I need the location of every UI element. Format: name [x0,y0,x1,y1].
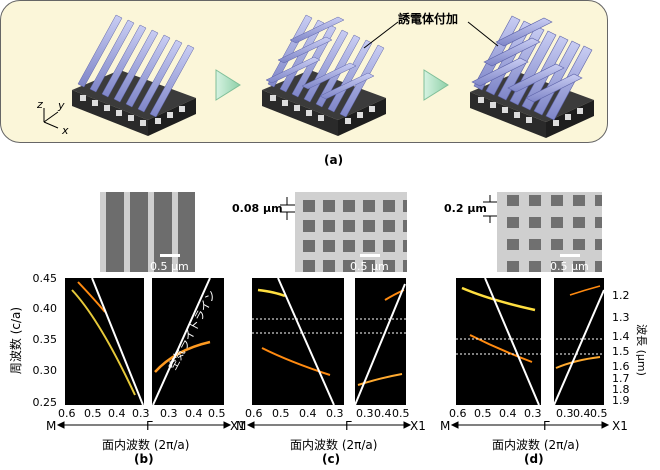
xtick-c-left-3: 0.3 [326,407,344,420]
label-d: (d) [524,452,544,466]
structure-2 [262,14,386,136]
ytick-left-1: 0.40 [32,302,58,315]
ytick-right-0: 1.2 [612,289,630,302]
x-label-M-b: M [46,419,57,433]
label-c: (c) [322,452,341,466]
xtick-d-right-2: 0.5 [590,407,608,420]
x-axis-label-c: 面内波数 (2π/a) [290,438,378,452]
xtick-d-left-3: 0.3 [524,407,542,420]
ytick-left-3: 0.30 [32,364,58,377]
plot-c [252,277,406,406]
structure-1 [72,14,196,136]
ytick-left-4: 0.25 [32,396,58,409]
xtick-c-right-0: 0.3 [356,407,374,420]
annotation-leader-2 [467,21,499,47]
ytick-left-0: 0.45 [32,272,58,285]
scale-bar-line-b [160,254,180,257]
thickness-label-c: 0.08 μm [232,202,283,215]
plot-d [456,277,605,406]
ytick-right-6: 1.8 [612,383,630,396]
scale-bar-line-d [560,254,580,257]
y-axis-right-label: 波長 (μm) [634,324,648,376]
xtick-d-left-1: 0.5 [474,407,492,420]
plot-b [65,277,224,406]
xtick-d-right-0: 0.3 [556,407,574,420]
axis-y-label: y [58,99,65,112]
xtick-c-left-2: 0.4 [299,407,317,420]
ytick-right-4: 1.6 [612,360,630,373]
arrow-2 [423,69,449,101]
x-label-X1-d: X1 [612,419,628,433]
xtick-d-left-2: 0.4 [499,407,517,420]
x-axis-label-d: 面内波数 (2π/a) [492,438,580,452]
y-axis-left-label: 周波数 (c/a) [9,306,24,375]
ytick-right-2: 1.4 [612,330,630,343]
x-label-M-d: M [440,419,451,433]
scale-bar-line-c [360,254,380,257]
xtick-b-right-2: 0.5 [208,407,226,420]
ytick-left-2: 0.35 [32,333,58,346]
xtick-c-left-1: 0.5 [272,407,290,420]
axis-triad [43,108,59,129]
xtick-b-left-1: 0.5 [84,407,102,420]
xtick-b-left-3: 0.3 [132,407,150,420]
arrow-1 [215,69,241,101]
sem-image-c [295,192,407,272]
x-label-Gamma-b: Γ [146,419,153,433]
xtick-d-left-0: 0.6 [449,407,467,420]
xtick-c-left-0: 0.6 [245,407,263,420]
scale-bar-label-c: 0.5 μm [350,260,389,273]
xtick-c-right-2: 0.5 [392,407,410,420]
xtick-b-right-0: 0.3 [160,407,178,420]
ytick-right-7: 1.9 [612,394,630,407]
xtick-b-right-1: 0.4 [185,407,203,420]
label-a: (a) [324,153,344,167]
xtick-d-right-1: 0.4 [573,407,591,420]
annotation-dielectric: 誘電体付加 [398,12,459,26]
x-label-X1-c: X1 [410,419,426,433]
annotation-leader-1 [363,21,399,49]
sem-image-b [100,192,195,272]
xtick-c-right-1: 0.4 [374,407,392,420]
axis-z-label: z [37,98,43,111]
ytick-right-1: 1.3 [612,311,630,324]
xtick-b-left-2: 0.4 [108,407,126,420]
x-axis-label-b: 面内波数 (2π/a) [102,438,190,452]
sem-image-d [497,192,602,272]
axis-x-label: x [62,124,69,137]
label-b: (b) [134,452,154,466]
x-label-M-c: M [236,419,247,433]
ytick-right-3: 1.5 [612,345,630,358]
x-axis-arrows [56,421,610,429]
x-label-X1-b: X1 [230,419,246,433]
xtick-b-left-0: 0.6 [58,407,76,420]
structure-3 [470,15,594,138]
x-label-Gamma-d: Γ [543,419,550,433]
ytick-right-5: 1.7 [612,372,630,385]
scale-bar-label-d: 0.5 μm [550,260,589,273]
x-label-Gamma-c: Γ [345,419,352,433]
scale-bar-label-b: 0.5 μm [150,260,189,273]
thickness-label-d: 0.2 μm [444,202,487,215]
